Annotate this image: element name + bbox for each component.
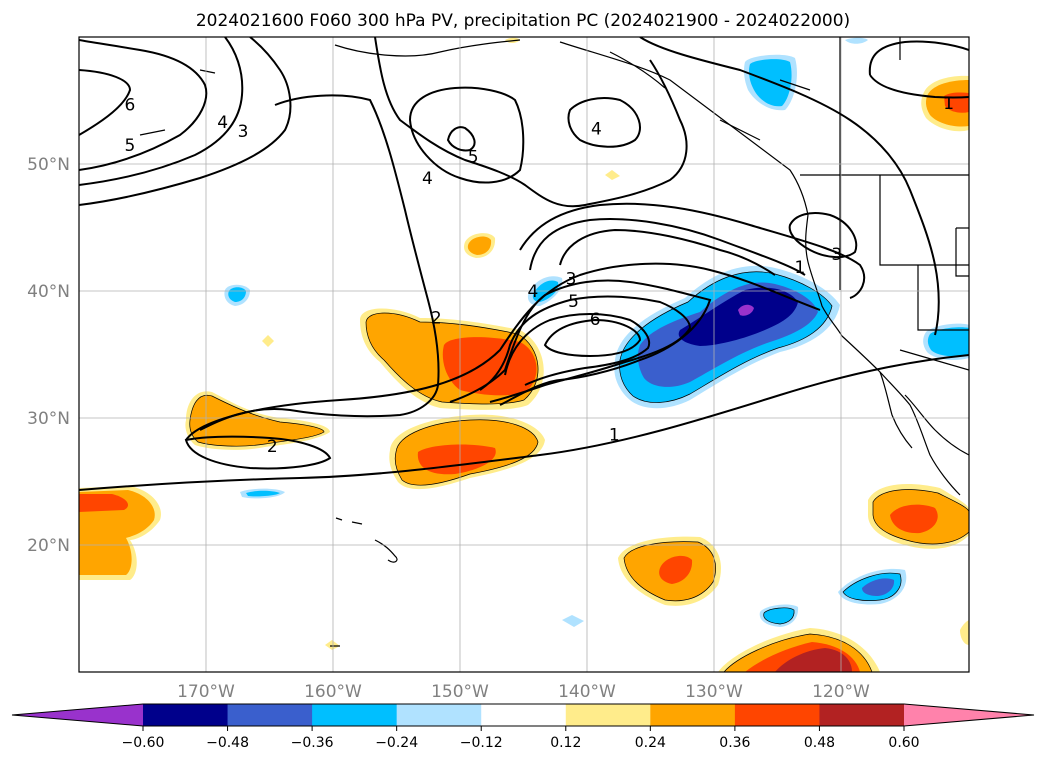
pv-contour-ridge (374, 37, 688, 208)
colorbar-segment (396, 704, 482, 726)
pv-contour-label: 4 (422, 169, 433, 189)
pv-contour-north-1 (519, 202, 866, 299)
colorbar-tick-label: 0.12 (550, 735, 581, 751)
precip-central-positive (360, 308, 544, 410)
lat-label-20: 20°N (27, 536, 70, 556)
colorbar-tick-label: −0.48 (206, 735, 249, 751)
pv-contour-sw-3 (788, 212, 858, 258)
gridlines (79, 37, 969, 672)
pv-contour-jet-3 (504, 313, 650, 386)
lon-label-150w: 150°W (431, 682, 489, 702)
colorbar: −0.60 −0.48 −0.36 −0.24 −0.12 0.12 0.24 0.36 0.4… (11, 703, 1035, 751)
pv-contour-label: 1 (943, 94, 954, 114)
pv-contour-label: 6 (590, 310, 601, 330)
pv-contour-ridge-east (639, 37, 940, 336)
pv-contour-label: 5 (124, 136, 135, 156)
colorbar-extend-low (12, 704, 143, 726)
pv-contour-label: 1 (794, 258, 805, 278)
pv-contour-label: 2 (431, 309, 442, 329)
lat-label-40: 40°N (27, 282, 70, 302)
lon-label-170w: 170°W (177, 682, 235, 702)
lat-label-30: 30°N (27, 409, 70, 429)
colorbar-segment (565, 704, 651, 726)
pv-contour-north-2 (529, 218, 806, 276)
colorbar-segment (650, 704, 736, 726)
lon-label-120w: 120°W (812, 682, 870, 702)
lon-label-140w: 140°W (558, 682, 616, 702)
chart-title: 2024021600 F060 300 hPa PV, precipitatio… (196, 11, 850, 31)
pv-contour-label: 3 (566, 269, 577, 289)
coastlines (139, 37, 969, 647)
lon-tick-labels: 170°W 160°W 150°W 140°W 130°W 120°W (177, 682, 870, 702)
pv-contour-6 (79, 69, 132, 136)
pv-contour-jet-6 (543, 318, 642, 358)
colorbar-tick-label: −0.12 (460, 735, 503, 751)
pv-contour-label: 4 (217, 113, 228, 133)
colorbar-tick-label: 0.24 (635, 735, 666, 751)
pv-contour-ridge-4 (567, 97, 641, 148)
pv-contour-ne-1 (868, 40, 969, 76)
pv-contour-label: 3 (831, 245, 842, 265)
lat-label-50: 50°N (27, 155, 70, 175)
colorbar-tick-label: −0.36 (291, 735, 334, 751)
colorbar-tick-label: −0.60 (122, 735, 165, 751)
pv-contour-ridge-5 (446, 126, 476, 152)
precip-small-positive-cells (79, 37, 969, 672)
colorbar-tick-label: 0.36 (719, 735, 750, 751)
colorbar-tick-label: 0.60 (888, 735, 919, 751)
colorbar-tick-label: 0.48 (804, 735, 835, 751)
pv-contour-label: 4 (591, 119, 602, 139)
map-frame (78, 36, 970, 673)
precip-outlines (189, 271, 969, 672)
pv-contour-label: 3 (238, 122, 249, 142)
lon-label-130w: 130°W (685, 682, 743, 702)
pv-contour-1 (79, 354, 969, 491)
pv-contour-1-ring (184, 435, 332, 470)
colorbar-segment (481, 704, 567, 726)
pv-contour-label: 1 (609, 426, 620, 446)
colorbar-segment (819, 704, 905, 726)
pv-contours (79, 37, 969, 491)
pv-contour-5 (79, 39, 208, 171)
pv-contour-label: 4 (527, 282, 538, 302)
pv-contour-3 (79, 37, 292, 206)
pv-contour-jet-2 (479, 295, 692, 403)
pv-contour-2 (199, 94, 440, 431)
colorbar-segment (312, 704, 398, 726)
colorbar-segment (143, 704, 229, 726)
colorbar-segment (734, 704, 820, 726)
lat-tick-labels: 20°N 30°N 40°N 50°N (27, 155, 70, 556)
colorbar-segment (227, 704, 313, 726)
pv-contour-label: 5 (568, 292, 579, 312)
pv-contour-north-3 (559, 228, 776, 276)
pv-contour-ne-2 (869, 74, 969, 99)
pv-contour-1-inner (185, 262, 821, 441)
colorbar-extend-high (904, 704, 1034, 726)
pv-contour-label: 2 (267, 437, 278, 457)
pv-contour-4 (79, 37, 244, 186)
precip-california-negative (614, 265, 840, 409)
pv-contour-label: 5 (468, 147, 479, 167)
lon-label-160w: 160°W (304, 682, 362, 702)
colorbar-tick-label: −0.24 (375, 735, 418, 751)
pv-contour-ridge-inner (408, 86, 525, 184)
pv-contour-label: 6 (124, 95, 135, 115)
precip-west-positive (185, 391, 330, 450)
